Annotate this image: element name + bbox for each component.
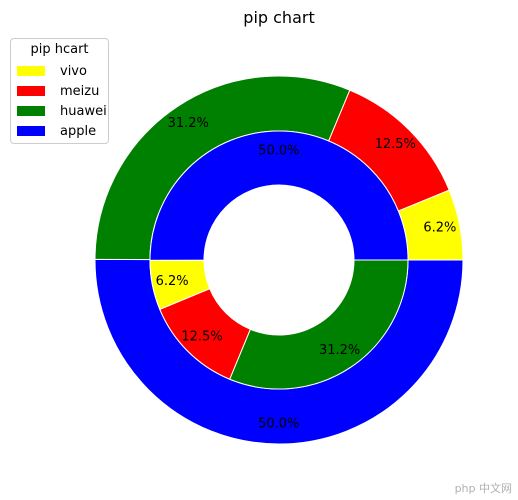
inner-label-apple: 50.0% — [258, 144, 299, 159]
outer-label-meizu: 12.5% — [375, 137, 416, 152]
ring-labels: 6.2% 12.5% 31.2% 50.0% 50.0% 6.2% 12.5% 31.2% — [156, 116, 457, 432]
legend-item-meizu: meizu — [17, 82, 99, 100]
inner-ring — [149, 130, 409, 390]
chart-title: pip chart — [243, 8, 314, 27]
legend-swatch-huawei — [17, 106, 45, 116]
outer-ring — [94, 75, 464, 445]
legend-label-meizu: meizu — [60, 83, 100, 99]
outer-label-huawei: 31.2% — [168, 116, 209, 131]
legend-title: pip hcart — [30, 42, 89, 57]
inner-label-vivo: 6.2% — [156, 274, 189, 289]
legend-swatch-vivo — [17, 66, 45, 76]
legend-label-vivo: vivo — [60, 63, 87, 79]
outer-label-vivo: 6.2% — [423, 221, 456, 236]
legend-item-vivo: vivo — [17, 62, 87, 80]
legend-label-huawei: huawei — [60, 103, 107, 119]
inner-label-huawei: 31.2% — [319, 343, 360, 358]
legend-swatch-meizu — [17, 86, 45, 96]
inner-slice-huawei — [229, 259, 409, 390]
inner-label-meizu: 12.5% — [181, 330, 222, 345]
legend-item-huawei: huawei — [17, 102, 107, 120]
outer-label-apple: 50.0% — [258, 416, 299, 431]
legend: pip hcart vivo meizu huawei apple — [10, 38, 109, 144]
legend-item-apple: apple — [17, 122, 96, 140]
legend-label-apple: apple — [60, 123, 97, 139]
watermark: php 中文网 — [454, 482, 512, 495]
legend-swatch-apple — [17, 126, 45, 136]
inner-slice-apple — [149, 130, 409, 261]
